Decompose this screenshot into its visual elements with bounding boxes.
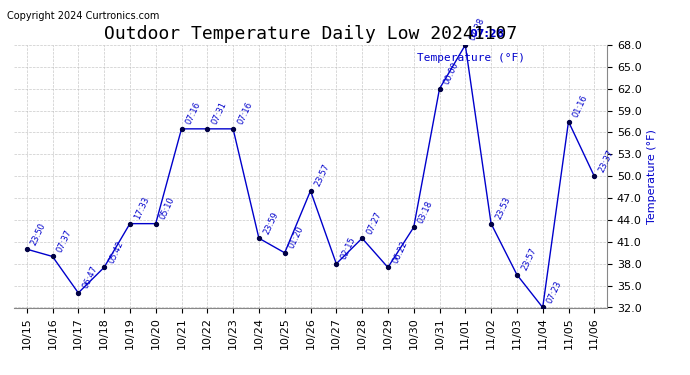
Text: 07:28: 07:28 xyxy=(468,16,486,42)
Point xyxy=(563,118,574,124)
Y-axis label: Temperature (°F): Temperature (°F) xyxy=(647,129,658,224)
Text: 06:22: 06:22 xyxy=(391,239,409,265)
Text: 07:16: 07:16 xyxy=(184,100,203,126)
Point xyxy=(176,126,187,132)
Text: 01:20: 01:20 xyxy=(288,225,306,250)
Point xyxy=(589,173,600,179)
Point xyxy=(99,264,110,270)
Point xyxy=(434,86,445,92)
Text: 23:37: 23:37 xyxy=(597,148,615,174)
Text: 23:50: 23:50 xyxy=(30,221,48,246)
Text: 07:37: 07:37 xyxy=(55,228,74,254)
Point xyxy=(460,42,471,48)
Text: 05:42: 05:42 xyxy=(107,239,125,265)
Point xyxy=(253,235,264,241)
Point xyxy=(382,264,393,270)
Point xyxy=(201,126,213,132)
Text: 23:59: 23:59 xyxy=(262,210,280,236)
Text: 23:57: 23:57 xyxy=(313,162,332,188)
Text: 07:16: 07:16 xyxy=(236,100,254,126)
Text: 23:53: 23:53 xyxy=(494,195,512,221)
Point xyxy=(408,224,420,230)
Point xyxy=(486,220,497,226)
Title: Outdoor Temperature Daily Low 20241107: Outdoor Temperature Daily Low 20241107 xyxy=(104,26,517,44)
Text: 05:10: 05:10 xyxy=(159,195,177,221)
Text: 07:27: 07:27 xyxy=(365,210,383,236)
Point xyxy=(72,290,83,296)
Text: 00:00: 00:00 xyxy=(442,61,460,86)
Point xyxy=(228,126,239,132)
Point xyxy=(511,272,522,278)
Text: 07:23: 07:23 xyxy=(546,279,564,305)
Point xyxy=(538,304,549,310)
Text: 01:16: 01:16 xyxy=(571,93,589,119)
Point xyxy=(21,246,32,252)
Point xyxy=(47,254,58,260)
Text: 03:18: 03:18 xyxy=(417,199,435,225)
Point xyxy=(357,235,368,241)
Text: 06:47: 06:47 xyxy=(81,265,99,290)
Text: 07:31: 07:31 xyxy=(210,100,228,126)
Text: 17:33: 17:33 xyxy=(132,195,151,221)
Text: 02:15: 02:15 xyxy=(339,236,357,261)
Point xyxy=(305,188,316,194)
Point xyxy=(150,220,161,226)
Point xyxy=(124,220,135,226)
Text: 23:57: 23:57 xyxy=(520,246,538,272)
Text: 07:28: 07:28 xyxy=(469,30,505,39)
Text: Temperature (°F): Temperature (°F) xyxy=(417,53,525,63)
Point xyxy=(331,261,342,267)
Text: Copyright 2024 Curtronics.com: Copyright 2024 Curtronics.com xyxy=(7,11,159,21)
Point xyxy=(279,250,290,256)
